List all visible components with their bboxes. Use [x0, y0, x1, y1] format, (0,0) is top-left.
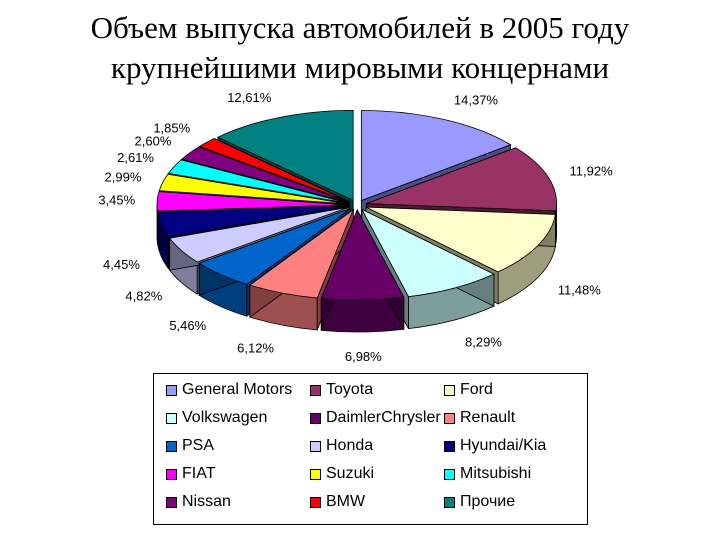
legend-label: Mitsubishi — [460, 465, 532, 482]
legend-swatch — [444, 384, 455, 396]
chart-title: Объем выпуска автомобилей в 2005 году кр… — [0, 8, 720, 88]
percent-label-прочие: 12,61% — [227, 90, 272, 105]
legend-item-fiat: FIAT — [166, 462, 215, 486]
legend-swatch — [444, 412, 455, 424]
legend-swatch — [310, 468, 321, 480]
percent-label-ford: 11,48% — [558, 283, 602, 298]
percent-label-general-motors: 14,37% — [454, 93, 499, 108]
percent-label-mitsubishi: 2,61% — [117, 150, 154, 165]
percent-label-daimlerchrysler: 6,98% — [345, 349, 382, 364]
legend-label: General Motors — [182, 381, 293, 398]
percent-label-nissan: 2,60% — [135, 133, 172, 148]
legend-label: DaimlerChrysler — [326, 409, 441, 426]
legend-swatch — [166, 440, 177, 452]
legend-item-honda: Honda — [310, 434, 373, 458]
legend-item-toyota: Toyota — [310, 378, 373, 402]
legend-item-daimlerchrysler: DaimlerChrysler — [310, 406, 441, 430]
legend-item-renault: Renault — [444, 406, 515, 430]
legend-item-nissan: Nissan — [166, 490, 231, 514]
legend: General Motors Toyota Ford Volkswagen Daimle… — [153, 373, 588, 525]
chart-title-line-1: Объем выпуска автомобилей в 2005 году — [90, 10, 630, 45]
legend-item-прочие: Прочие — [444, 490, 515, 514]
percent-label-suzuki: 2,99% — [105, 169, 142, 184]
legend-swatch — [166, 384, 177, 396]
legend-label: Прочие — [460, 493, 516, 510]
legend-label: Suzuki — [326, 465, 375, 482]
legend-item-general-motors: General Motors — [166, 378, 292, 402]
percent-label-hyundai-kia: 4,45% — [103, 257, 140, 272]
slice-daimlerchrysler — [320, 209, 405, 333]
legend-label: Toyota — [326, 381, 374, 398]
percent-label-fiat: 3,45% — [98, 193, 135, 208]
chart-title-line-2: крупнейшими мировыми концернами — [110, 50, 610, 85]
legend-swatch — [444, 468, 455, 480]
legend-swatch — [166, 468, 177, 480]
legend-item-suzuki: Suzuki — [310, 462, 374, 486]
legend-label: Nissan — [182, 493, 231, 510]
legend-label: Hyundai/Kia — [460, 437, 547, 454]
legend-swatch — [166, 496, 177, 508]
legend-label: FIAT — [182, 465, 216, 482]
legend-swatch — [310, 440, 321, 452]
legend-item-volkswagen: Volkswagen — [166, 406, 267, 430]
pie-chart: 14,37% 11,92% 11,48% 8,29% 6,98% 6,12% 5,46% 4,… — [98, 90, 613, 364]
legend-item-psa: PSA — [166, 434, 214, 458]
pie-percent-labels: 14,37% 11,92% 11,48% 8,29% 6,98% 6,12% 5,46% 4,… — [98, 90, 613, 364]
legend-swatch — [310, 384, 321, 396]
percent-label-psa: 5,46% — [169, 318, 206, 333]
legend-label: Honda — [326, 437, 374, 454]
percent-label-volkswagen: 8,29% — [465, 334, 502, 349]
legend-label: BMW — [326, 493, 366, 510]
legend-swatch — [310, 412, 321, 424]
legend-swatch — [444, 440, 455, 452]
legend-swatch — [444, 496, 455, 508]
legend-label: PSA — [182, 437, 215, 454]
legend-label: Renault — [460, 409, 516, 426]
pie-slices — [156, 109, 557, 333]
legend-label: Volkswagen — [182, 409, 268, 426]
percent-label-honda: 4,82% — [125, 289, 162, 304]
legend-label: Ford — [460, 381, 493, 398]
legend-item-mitsubishi: Mitsubishi — [444, 462, 531, 486]
percent-label-renault: 6,12% — [237, 341, 274, 356]
percent-label-toyota: 11,92% — [570, 163, 614, 178]
percent-label-bmw: 1,85% — [153, 121, 190, 136]
legend-item-ford: Ford — [444, 378, 493, 402]
legend-swatch — [310, 496, 321, 508]
legend-item-bmw: BMW — [310, 490, 365, 514]
legend-swatch — [166, 412, 177, 424]
legend-item-hyundai-kia: Hyundai/Kia — [444, 434, 546, 458]
